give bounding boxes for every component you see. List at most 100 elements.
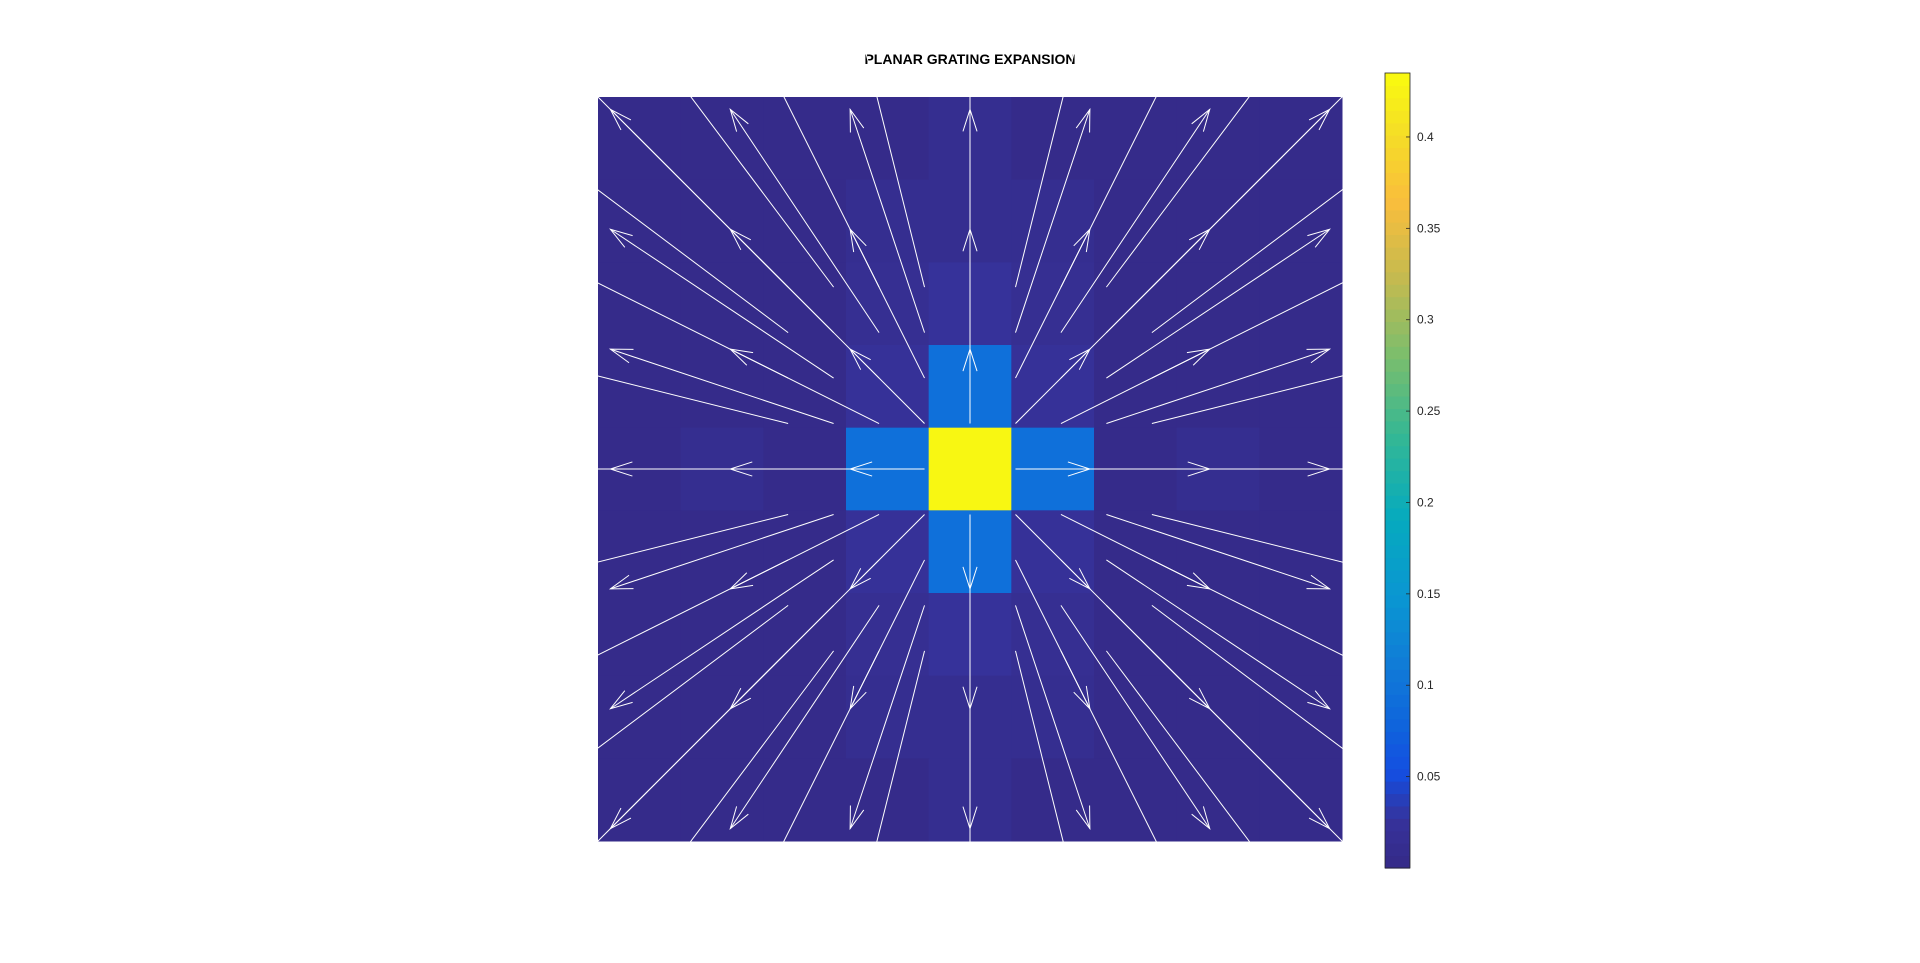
quiver-arrow bbox=[489, 559, 789, 710]
colorbar-segment bbox=[1385, 631, 1410, 645]
colorbar-tick-label: 0.2 bbox=[1417, 495, 1434, 509]
colorbar-frame bbox=[1384, 72, 1411, 869]
quiver-arrow bbox=[1060, 348, 1212, 424]
quiver-arrow bbox=[489, 605, 789, 830]
colorbar-segment bbox=[1385, 433, 1410, 447]
colorbar-tick-label: 0.1 bbox=[1417, 678, 1434, 692]
colorbar-segment bbox=[1385, 346, 1410, 360]
colorbar-segment bbox=[1385, 458, 1410, 472]
colorbar-segment bbox=[1385, 694, 1410, 708]
colorbar-segment bbox=[1385, 259, 1410, 273]
quiver-arrow bbox=[729, 108, 880, 333]
colorbar-segment bbox=[1385, 607, 1410, 621]
colorbar-segment bbox=[1385, 793, 1410, 807]
quiver-arrow bbox=[848, 347, 925, 424]
quiver-arrow bbox=[608, 348, 834, 425]
colorbar-segment bbox=[1385, 97, 1410, 111]
colorbar-segment bbox=[1385, 395, 1410, 409]
colorbar-segment bbox=[1385, 321, 1410, 335]
colorbar-tick-label: 0.25 bbox=[1417, 404, 1441, 418]
colorbar-segment bbox=[1385, 557, 1410, 571]
quiver-arrow bbox=[728, 348, 880, 424]
quiver-arrow bbox=[848, 650, 926, 951]
colorbar-segment bbox=[1385, 830, 1410, 844]
quiver-arrow bbox=[489, 108, 789, 334]
colorbar-segment bbox=[1385, 445, 1410, 459]
colorbar-segment bbox=[1385, 271, 1410, 285]
colorbar-segment bbox=[1385, 743, 1410, 757]
quiver-arrows bbox=[488, 0, 1452, 951]
colorbar-segment bbox=[1385, 495, 1410, 509]
quiver-arrow bbox=[1015, 227, 1091, 379]
colorbar-tick-label: 0.15 bbox=[1417, 587, 1441, 601]
quiver-arrow bbox=[1106, 0, 1327, 288]
quiver-arrow bbox=[1014, 605, 1091, 831]
quiver-arrow bbox=[488, 347, 789, 425]
quiver-arrow bbox=[1060, 108, 1211, 333]
quiver-arrow bbox=[962, 347, 978, 424]
colorbar-segment bbox=[1385, 184, 1410, 198]
colorbar-segment bbox=[1385, 296, 1410, 310]
colorbar-segment bbox=[1385, 818, 1410, 832]
colorbar-segment bbox=[1385, 73, 1410, 87]
colorbar-segment bbox=[1385, 85, 1410, 99]
colorbar-segment bbox=[1385, 768, 1410, 782]
colorbar-segment bbox=[1385, 159, 1410, 173]
colorbar-segment bbox=[1385, 569, 1410, 583]
quiver-arrow bbox=[1106, 513, 1332, 590]
colorbar-tick-label: 0.05 bbox=[1417, 770, 1441, 784]
colorbar-tick-label: 0.35 bbox=[1417, 221, 1441, 235]
quiver-arrow bbox=[1014, 0, 1092, 288]
quiver-arrow bbox=[962, 650, 978, 951]
colorbar-segment bbox=[1385, 309, 1410, 323]
quiver-arrow bbox=[608, 513, 834, 590]
quiver-arrow bbox=[609, 650, 834, 950]
quiver-arrow bbox=[1106, 559, 1331, 710]
colorbar-segment bbox=[1385, 656, 1410, 670]
colorbar-segment bbox=[1385, 681, 1410, 695]
colorbar-segment bbox=[1385, 582, 1410, 596]
quiver-arrow bbox=[609, 228, 834, 379]
quiver-arrow bbox=[848, 0, 926, 288]
colorbar-segment bbox=[1385, 781, 1410, 795]
colorbar-segment bbox=[1385, 358, 1410, 372]
quiver-arrow bbox=[1015, 347, 1092, 424]
colorbar: 0.05 0.1 0.15 0.2 0.25 0.3 0.35 0.4 bbox=[1384, 72, 1441, 869]
quiver-arrow bbox=[1060, 605, 1211, 830]
colorbar-segment bbox=[1385, 284, 1410, 298]
heatmap-cell bbox=[928, 427, 1012, 511]
quiver-arrow bbox=[1014, 650, 1092, 951]
colorbar-segment bbox=[1385, 197, 1410, 211]
quiver-arrow bbox=[1106, 228, 1331, 379]
colorbar-segment bbox=[1385, 545, 1410, 559]
colorbar-segment bbox=[1385, 172, 1410, 186]
quiver-arrow bbox=[848, 461, 925, 477]
colorbar-segment bbox=[1385, 420, 1410, 434]
colorbar-segment bbox=[1385, 470, 1410, 484]
quiver-arrow bbox=[729, 650, 880, 950]
colorbar-segment bbox=[1385, 234, 1410, 248]
colorbar-tick-label: 0.4 bbox=[1417, 130, 1434, 144]
colorbar-segment bbox=[1385, 246, 1410, 260]
colorbar-segment bbox=[1385, 594, 1410, 608]
quiver-arrow bbox=[849, 107, 926, 333]
colorbar-segment bbox=[1385, 532, 1410, 546]
quiver-arrow bbox=[729, 605, 880, 830]
quiver-arrow bbox=[1014, 107, 1091, 333]
quiver-arrow bbox=[1151, 650, 1451, 950]
colorbar-segment bbox=[1385, 333, 1410, 347]
quiver-arrow bbox=[613, 0, 834, 288]
colorbar-segment bbox=[1385, 507, 1410, 521]
colorbar-segment bbox=[1385, 619, 1410, 633]
colorbar-segment bbox=[1385, 855, 1410, 869]
quiver-arrow bbox=[489, 650, 789, 950]
quiver-arrow bbox=[1060, 650, 1211, 950]
colorbar-segment bbox=[1385, 383, 1410, 397]
colorbar-segment bbox=[1385, 147, 1410, 161]
quiver-arrow bbox=[1106, 650, 1331, 950]
colorbar-tick-label: 0.3 bbox=[1417, 313, 1434, 327]
colorbar-segment bbox=[1385, 731, 1410, 745]
quiver-arrow bbox=[1106, 348, 1332, 425]
colorbar-segment bbox=[1385, 706, 1410, 720]
